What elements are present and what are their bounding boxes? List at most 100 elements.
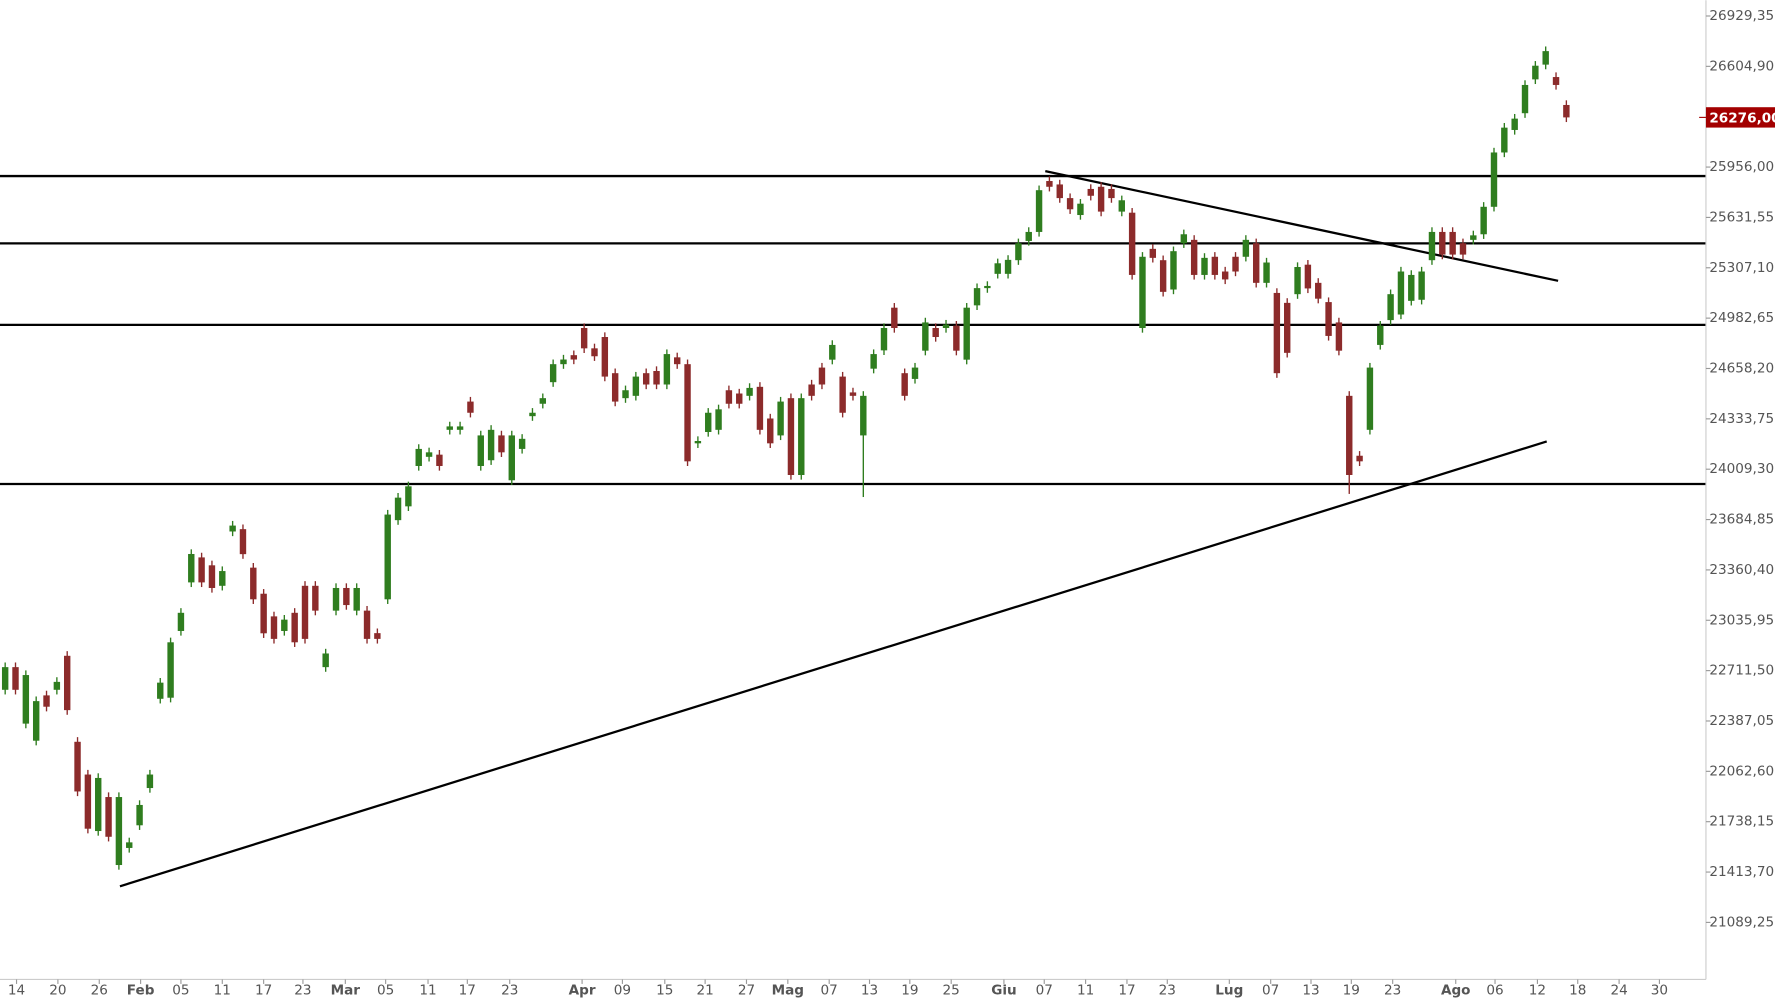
trend-line xyxy=(1045,169,1559,282)
candle-body xyxy=(942,324,950,329)
candle-body xyxy=(281,619,288,631)
candle-body xyxy=(1211,256,1219,275)
candle-body xyxy=(1066,198,1074,210)
candle-body xyxy=(136,804,143,826)
candle-body xyxy=(632,376,640,396)
candle-body xyxy=(715,409,722,430)
candle-body xyxy=(901,373,908,396)
candle-body xyxy=(570,355,578,360)
candle-body xyxy=(1046,181,1053,187)
y-tick-label: 26604,90 xyxy=(1709,58,1774,74)
candle-body xyxy=(1532,65,1539,80)
y-tick-label: 21413,70 xyxy=(1709,864,1774,880)
candle-body xyxy=(653,371,660,385)
candle-body xyxy=(1418,271,1425,300)
candle-body xyxy=(870,354,877,369)
candle-body xyxy=(1170,251,1177,290)
y-tick-label: 24658,20 xyxy=(1709,360,1774,376)
candle-body xyxy=(932,328,939,338)
candle-body xyxy=(1056,184,1063,199)
candle-body xyxy=(973,288,981,306)
x-tick-label: 26 xyxy=(91,983,108,999)
x-tick-label: Apr xyxy=(569,983,596,999)
candle-body xyxy=(374,633,381,639)
candle-body xyxy=(922,322,929,351)
candle-body xyxy=(43,695,50,707)
x-tick-label: 21 xyxy=(696,983,713,999)
x-tick-label: 19 xyxy=(1343,983,1360,999)
x-tick-label: 13 xyxy=(861,983,878,999)
x-tick-label: 24 xyxy=(1610,983,1627,999)
candle-body xyxy=(777,401,784,436)
candle-body xyxy=(250,567,257,600)
x-tick-label: 12 xyxy=(1529,983,1546,999)
candle-body xyxy=(622,390,629,399)
x-tick-label: 23 xyxy=(1384,983,1401,999)
candle-body xyxy=(1408,274,1415,301)
candle-body xyxy=(1025,231,1032,241)
candle-body xyxy=(849,392,857,396)
candle-body xyxy=(229,525,236,532)
last-price-box xyxy=(1705,107,1775,128)
x-tick-label: 23 xyxy=(501,983,518,999)
candle-body xyxy=(239,529,247,555)
candle-body xyxy=(301,585,309,639)
x-tick-label: Lug xyxy=(1215,983,1243,999)
candle-body xyxy=(1128,212,1136,275)
candle-body xyxy=(736,393,743,404)
candle-body xyxy=(1035,190,1043,232)
candle-body xyxy=(1273,292,1281,374)
candle-body xyxy=(1087,188,1094,196)
candle-body xyxy=(1190,239,1198,275)
candle-body xyxy=(725,390,733,404)
candle-body xyxy=(994,263,1001,274)
x-tick-label: 11 xyxy=(419,983,436,999)
x-tick-label: Giu xyxy=(991,983,1016,999)
candle-body xyxy=(177,612,185,631)
y-tick-label: 25631,55 xyxy=(1709,209,1774,225)
candle-body xyxy=(963,307,970,360)
trend-line xyxy=(119,440,1548,888)
y-tick-label: 23360,40 xyxy=(1709,562,1774,578)
candle-body xyxy=(487,429,495,461)
candle-body xyxy=(880,328,888,351)
x-tick-label: 20 xyxy=(49,983,66,999)
candle-body xyxy=(1490,152,1498,207)
candle-body xyxy=(1480,206,1487,235)
x-tick-label: 07 xyxy=(1036,983,1053,999)
candle-body xyxy=(157,682,164,699)
candle-body xyxy=(1180,234,1188,244)
candle-body xyxy=(260,593,267,634)
y-tick-label: 21089,25 xyxy=(1709,914,1774,930)
candle-body xyxy=(456,426,464,430)
candle-body xyxy=(1201,257,1208,275)
candle-body xyxy=(642,373,650,385)
y-tick-label: 23035,95 xyxy=(1709,612,1774,628)
candle-body xyxy=(1139,256,1146,329)
candle-body xyxy=(580,328,588,349)
x-tick-label: 09 xyxy=(614,983,631,999)
candle-body xyxy=(1501,127,1508,153)
x-tick-label: 13 xyxy=(1302,983,1319,999)
reference-lines xyxy=(0,169,1706,888)
candle-body xyxy=(808,384,815,396)
candle-body xyxy=(1159,260,1167,292)
x-tick-label: 15 xyxy=(656,983,673,999)
candle-body xyxy=(363,610,371,639)
y-tick-label: 22062,60 xyxy=(1709,763,1774,779)
y-tick-label: 22711,50 xyxy=(1709,663,1774,679)
candle-body xyxy=(477,435,484,466)
candle-body xyxy=(798,398,805,475)
y-tick-label: 24009,30 xyxy=(1709,461,1774,477)
candle-body xyxy=(1325,302,1332,336)
x-tick-label: 11 xyxy=(214,983,231,999)
x-tick-label: 19 xyxy=(901,983,918,999)
x-tick-label: 14 xyxy=(8,983,25,999)
x-tick-label: 25 xyxy=(943,983,960,999)
candle-body xyxy=(746,387,753,396)
candle-body xyxy=(839,376,846,413)
x-tick-label: 23 xyxy=(1159,983,1176,999)
candle-body xyxy=(1428,231,1436,261)
candle-body xyxy=(1470,235,1477,240)
